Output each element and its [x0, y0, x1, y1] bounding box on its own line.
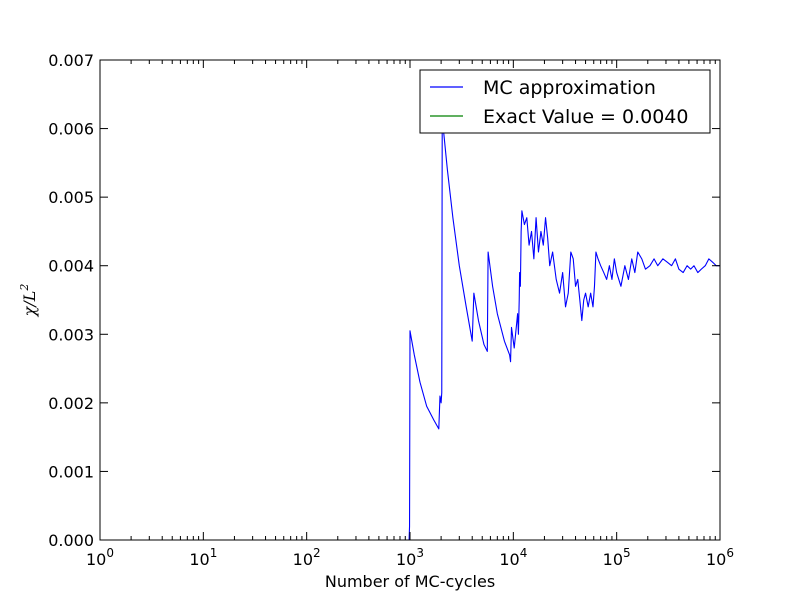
x-tick-label: 102 — [293, 546, 321, 569]
y-tick-label: 0.006 — [48, 120, 94, 139]
y-tick-label: 0.005 — [48, 188, 94, 207]
x-tick-label: 106 — [706, 546, 734, 569]
x-tick-label: 103 — [396, 546, 424, 569]
y-tick-label: 0.002 — [48, 394, 94, 413]
x-tick-label: 104 — [499, 546, 527, 569]
legend-label-mc-approximation: MC approximation — [483, 77, 656, 99]
y-axis-label-superscript: 2 — [18, 284, 31, 292]
y-tick-label: 0.003 — [48, 325, 94, 344]
series-layer — [100, 124, 720, 540]
legend-frame — [419, 69, 711, 134]
x-tick-label: 105 — [603, 546, 631, 569]
legend: MC approximation Exact Value = 0.0040 — [419, 69, 711, 134]
y-tick-label: 0.000 — [48, 531, 94, 550]
x-tick-label: 100 — [86, 546, 114, 569]
y-tick-layer: 0.000 0.001 0.002 0.003 0.004 0.005 0.006 0.007 — [48, 51, 720, 550]
y-tick-label: 0.001 — [48, 462, 94, 481]
y-tick-label: 0.007 — [48, 51, 94, 70]
x-tick-layer: 100 101 102 103 104 105 106 — [86, 60, 734, 569]
axes-frame — [99, 59, 721, 541]
legend-label-exact-value: Exact Value = 0.0040 — [483, 106, 688, 128]
x-axis-label: Number of MC-cycles — [325, 572, 495, 591]
series-line-0 — [100, 124, 720, 540]
y-axis-label: χ/L2 — [18, 284, 39, 318]
y-tick-label: 0.004 — [48, 257, 94, 276]
y-axis-label-main: χ/L — [20, 291, 39, 318]
x-tick-label: 101 — [189, 546, 217, 569]
y-axis-label-group: χ/L2 — [18, 284, 39, 318]
